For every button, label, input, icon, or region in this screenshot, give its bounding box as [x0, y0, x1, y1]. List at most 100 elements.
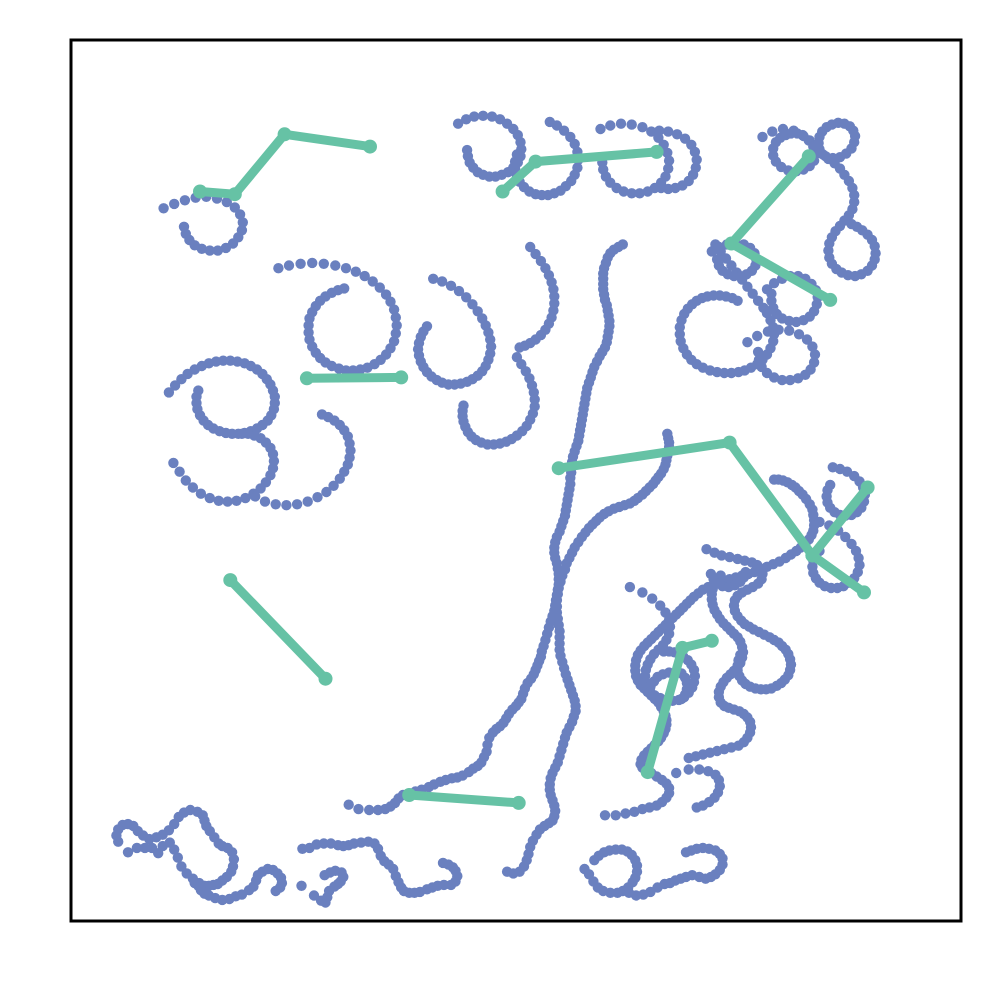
scatter-point [694, 764, 705, 775]
scatter-point [174, 466, 185, 477]
scatter-point [825, 479, 836, 491]
scatter-point [158, 203, 169, 214]
scatter-point [569, 138, 580, 150]
scatter-point [312, 492, 323, 503]
segment-endpoint [277, 127, 292, 142]
scatter-point [776, 374, 788, 386]
scatter-point [752, 330, 763, 342]
scatter-point [237, 217, 248, 228]
scatter-point [330, 260, 341, 271]
scatter-point [236, 428, 248, 439]
segment-endpoint [363, 139, 377, 154]
scatter-point [773, 324, 784, 335]
scatter-point [514, 342, 525, 353]
dots-series [111, 110, 881, 908]
scatter-point [626, 188, 637, 199]
scatter-point [757, 131, 768, 143]
scatter-point [195, 488, 207, 499]
scatter-point [220, 242, 232, 254]
scatter-point [180, 475, 191, 486]
scatter-point [296, 880, 307, 891]
scatter-point [511, 149, 523, 160]
scatter-point [353, 803, 364, 815]
segment-endpoint [394, 370, 409, 385]
scatter-point [437, 857, 449, 869]
segment-endpoint [675, 640, 690, 655]
scatter-point [318, 258, 329, 269]
scatter-point [840, 531, 851, 543]
scatter-point [801, 334, 813, 345]
scatter-point [340, 263, 352, 274]
segment-endpoint [299, 371, 314, 386]
scatter-point [752, 346, 764, 358]
segment-endpoint [724, 236, 739, 251]
scatter-point [453, 285, 465, 297]
scatter-point [469, 111, 480, 122]
scatter-point [291, 499, 303, 510]
segment-endpoint [860, 480, 875, 495]
scatter-point [551, 120, 563, 131]
scatter-point [747, 288, 758, 299]
scatter-point [720, 253, 732, 264]
scatter-point [259, 496, 271, 507]
scatter-point [663, 155, 675, 166]
scatter-point [445, 280, 457, 291]
scatter-point [753, 354, 765, 365]
scatter-point [646, 126, 657, 137]
scatter-point [807, 341, 818, 352]
scatter-point [388, 304, 400, 315]
scatter-point [768, 278, 780, 289]
scatter-point [624, 581, 636, 593]
scatter-point [234, 209, 246, 220]
segment-endpoint [402, 788, 417, 802]
scatter-point [163, 387, 175, 398]
scatter-point [724, 551, 735, 563]
scatter-point [458, 400, 469, 411]
scatter-point [204, 245, 215, 256]
connecting-segment [807, 483, 873, 560]
scatter-point [283, 260, 295, 271]
scatter-point [169, 198, 180, 210]
segment-endpoint [318, 671, 333, 686]
scatter-point [642, 186, 653, 197]
segment-endpoint [223, 573, 238, 588]
segment-endpoint [495, 184, 510, 199]
scatter-point [634, 188, 645, 199]
scatter-point [231, 495, 242, 506]
scatter-point [680, 847, 692, 858]
segment-endpoint [511, 795, 526, 810]
segment-endpoint [805, 548, 820, 563]
scatter-point [846, 218, 857, 230]
scatter-point [605, 120, 616, 131]
scatter-point [615, 118, 627, 129]
segment-endpoint [227, 187, 242, 202]
scatter-point [343, 799, 354, 810]
scatter-point [240, 492, 251, 504]
segments-series [193, 127, 875, 810]
scatter-point [637, 587, 648, 598]
scatter-point [726, 260, 737, 271]
segment-endpoint [193, 184, 207, 199]
scatter-point [350, 266, 361, 277]
scatter-point [270, 885, 281, 897]
scatter-point [321, 486, 332, 498]
scatter-point [328, 480, 339, 491]
scatter-point [452, 118, 464, 129]
connecting-segment [225, 575, 330, 684]
scatter-point [385, 296, 396, 307]
scatter-point [390, 328, 401, 339]
connecting-segment [404, 790, 524, 808]
scatter-point [374, 282, 385, 293]
scatter-point [461, 292, 472, 303]
scatter-point [689, 146, 701, 158]
scatter-point [212, 245, 223, 256]
scatter-point [784, 374, 796, 386]
scatter-point [691, 154, 702, 165]
scatter-point [131, 842, 143, 854]
scatter-point [178, 221, 190, 232]
scatter-point [814, 516, 825, 528]
scatter-point [654, 125, 665, 136]
scatter-point [168, 457, 179, 469]
scatter-point [617, 239, 628, 250]
scatter-point [390, 312, 401, 323]
